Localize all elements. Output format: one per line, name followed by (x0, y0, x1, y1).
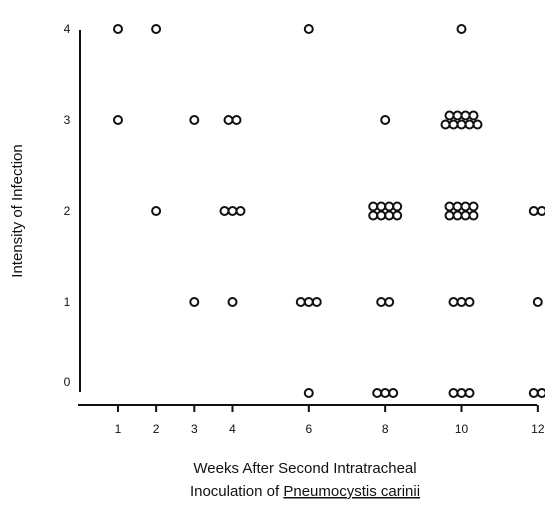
data-point (303, 388, 314, 398)
x-tick-label: 3 (191, 422, 198, 436)
data-point (219, 206, 230, 216)
data-point (384, 210, 395, 221)
data-point (235, 206, 246, 216)
data-point (151, 24, 162, 34)
data-point (227, 297, 238, 307)
data-point (456, 297, 467, 307)
data-point (311, 297, 322, 307)
data-point (532, 297, 543, 307)
x-tick-label: 2 (153, 422, 160, 436)
x-axis-title-line2: Inoculation of Pneumocystis carinii (190, 483, 420, 500)
data-point (368, 210, 379, 221)
data-point (468, 210, 479, 221)
data-point (223, 115, 234, 125)
data-point (464, 119, 475, 130)
x-tick-label: 12 (531, 422, 545, 436)
data-point (231, 115, 242, 125)
data-point (440, 119, 451, 130)
data-point (372, 388, 383, 398)
data-point (460, 110, 471, 121)
data-point (460, 201, 471, 212)
data-point (452, 110, 463, 121)
x-ticks: 1 2 3 4 6 8 10 12 (115, 405, 545, 436)
data-point (456, 119, 467, 130)
data-point (444, 201, 455, 212)
data-point (528, 206, 539, 216)
data-point (448, 388, 459, 398)
data-point (448, 297, 459, 307)
data-point (464, 388, 475, 398)
data-point (472, 119, 483, 130)
data-point (376, 201, 387, 212)
data-point (444, 110, 455, 121)
x-axis-title-prefix: Inoculation of (190, 483, 283, 500)
data-point (380, 388, 391, 398)
data-point (189, 115, 200, 125)
data-point (392, 210, 403, 221)
data-point (528, 388, 539, 398)
data-point (392, 201, 403, 212)
data-point (468, 110, 479, 121)
data-point (113, 115, 123, 125)
data-point (452, 210, 463, 221)
data-point (368, 201, 379, 212)
y-tick-label: 3 (64, 113, 71, 127)
data-point (452, 201, 463, 212)
y-tick-label: 1 (64, 295, 71, 309)
x-tick-label: 6 (305, 422, 312, 436)
data-point (151, 206, 162, 216)
x-tick-label: 4 (229, 422, 236, 436)
y-tick-label: 2 (64, 204, 71, 218)
data-point (295, 297, 306, 307)
data-point (227, 206, 238, 216)
data-point (380, 115, 391, 125)
data-point (303, 297, 314, 307)
data-point (468, 201, 479, 212)
y-tick-label: 4 (64, 22, 71, 36)
data-point (376, 210, 387, 221)
data-point (113, 24, 123, 34)
data-point (384, 297, 395, 307)
y-ticks: 0 1 2 3 4 (64, 22, 71, 389)
x-tick-label: 1 (115, 422, 122, 436)
data-point (384, 201, 395, 212)
data-point (460, 210, 471, 221)
x-axis-title-line1: Weeks After Second Intratracheal (193, 460, 416, 477)
data-point (464, 297, 475, 307)
data-point (536, 206, 545, 216)
y-axis-title: Intensity of Infection (9, 144, 26, 277)
x-tick-label: 8 (382, 422, 389, 436)
data-point (388, 388, 399, 398)
y-tick-label: 0 (64, 375, 71, 389)
data-point (448, 119, 459, 130)
x-axis-title-organism: Pneumocystis carinii (283, 483, 420, 500)
data-point (536, 388, 545, 398)
data-point (456, 24, 467, 34)
data-point (189, 297, 200, 307)
data-point (456, 388, 467, 398)
x-tick-label: 10 (455, 422, 469, 436)
data-point (444, 210, 455, 221)
data-point (303, 24, 314, 34)
data-point (376, 297, 387, 307)
data-points (113, 24, 545, 398)
